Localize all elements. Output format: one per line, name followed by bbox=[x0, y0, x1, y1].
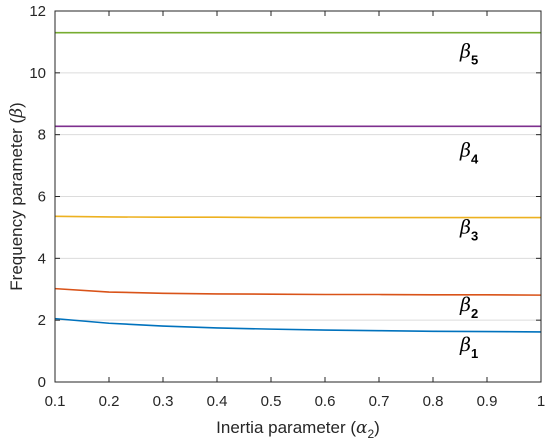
series-line-3 bbox=[54, 215, 541, 219]
series-lines bbox=[54, 31, 542, 333]
series-label-symbol: β bbox=[459, 217, 471, 239]
y-tick-label: 10 bbox=[29, 65, 46, 82]
x-axis-title-close-paren: ) bbox=[374, 418, 380, 437]
series-label-subscript: 3 bbox=[471, 229, 478, 244]
x-tick-label: 0.6 bbox=[315, 393, 336, 410]
x-tick-label: 0.5 bbox=[261, 393, 282, 410]
x-axis-title-text: Inertia parameter bbox=[216, 418, 346, 437]
y-axis-title-open-paren: ( bbox=[7, 117, 26, 128]
series-label-symbol: β bbox=[459, 334, 471, 356]
series-label-3: β3 bbox=[459, 217, 478, 244]
y-axis-title-close-paren: ) bbox=[7, 102, 26, 108]
x-tick-label: 0.8 bbox=[423, 393, 444, 410]
y-axis-title-symbol: β bbox=[7, 108, 27, 119]
series-label-symbol: β bbox=[459, 40, 471, 62]
y-tick-label: 2 bbox=[38, 312, 46, 329]
x-axis-title: Inertia parameter (α2) bbox=[216, 418, 380, 441]
series-label-symbol: β bbox=[459, 294, 471, 316]
x-tick-label: 0.3 bbox=[153, 393, 174, 410]
series-label-5: β5 bbox=[459, 40, 478, 67]
axes bbox=[54, 10, 542, 383]
series-label-subscript: 1 bbox=[471, 346, 478, 361]
grid-lines bbox=[55, 72, 541, 321]
series-line-1 bbox=[54, 317, 542, 333]
x-tick-label: 0.2 bbox=[99, 393, 120, 410]
series-label-subscript: 5 bbox=[471, 52, 478, 67]
x-tick-label: 1 bbox=[537, 393, 545, 410]
x-axis-title-open-paren: ( bbox=[346, 418, 357, 437]
x-axis-title-subscript: 2 bbox=[367, 427, 374, 441]
x-tick-label: 0.4 bbox=[207, 393, 228, 410]
series-label-subscript: 4 bbox=[471, 151, 479, 166]
y-axis-title-text: Frequency parameter bbox=[7, 128, 26, 291]
series-label-1: β1 bbox=[459, 334, 478, 361]
y-tick-label: 12 bbox=[29, 3, 46, 20]
series-label-symbol: β bbox=[459, 139, 471, 161]
x-tick-label: 0.1 bbox=[45, 393, 66, 410]
series-label-4: β4 bbox=[459, 139, 479, 166]
x-tick-label: 0.7 bbox=[369, 393, 390, 410]
y-tick-label: 8 bbox=[38, 127, 46, 144]
y-axis-title: Frequency parameter (β) bbox=[7, 102, 27, 290]
plot-area-border bbox=[54, 10, 542, 383]
series-label-2: β2 bbox=[459, 294, 478, 321]
x-tick-label: 0.9 bbox=[477, 393, 498, 410]
x-axis-title-symbol: α bbox=[356, 418, 368, 438]
series-line-2 bbox=[54, 287, 542, 296]
y-tick-label: 6 bbox=[38, 189, 46, 206]
series-label-subscript: 2 bbox=[471, 306, 478, 321]
y-tick-label: 4 bbox=[38, 250, 46, 267]
y-tick-label: 0 bbox=[38, 374, 46, 391]
